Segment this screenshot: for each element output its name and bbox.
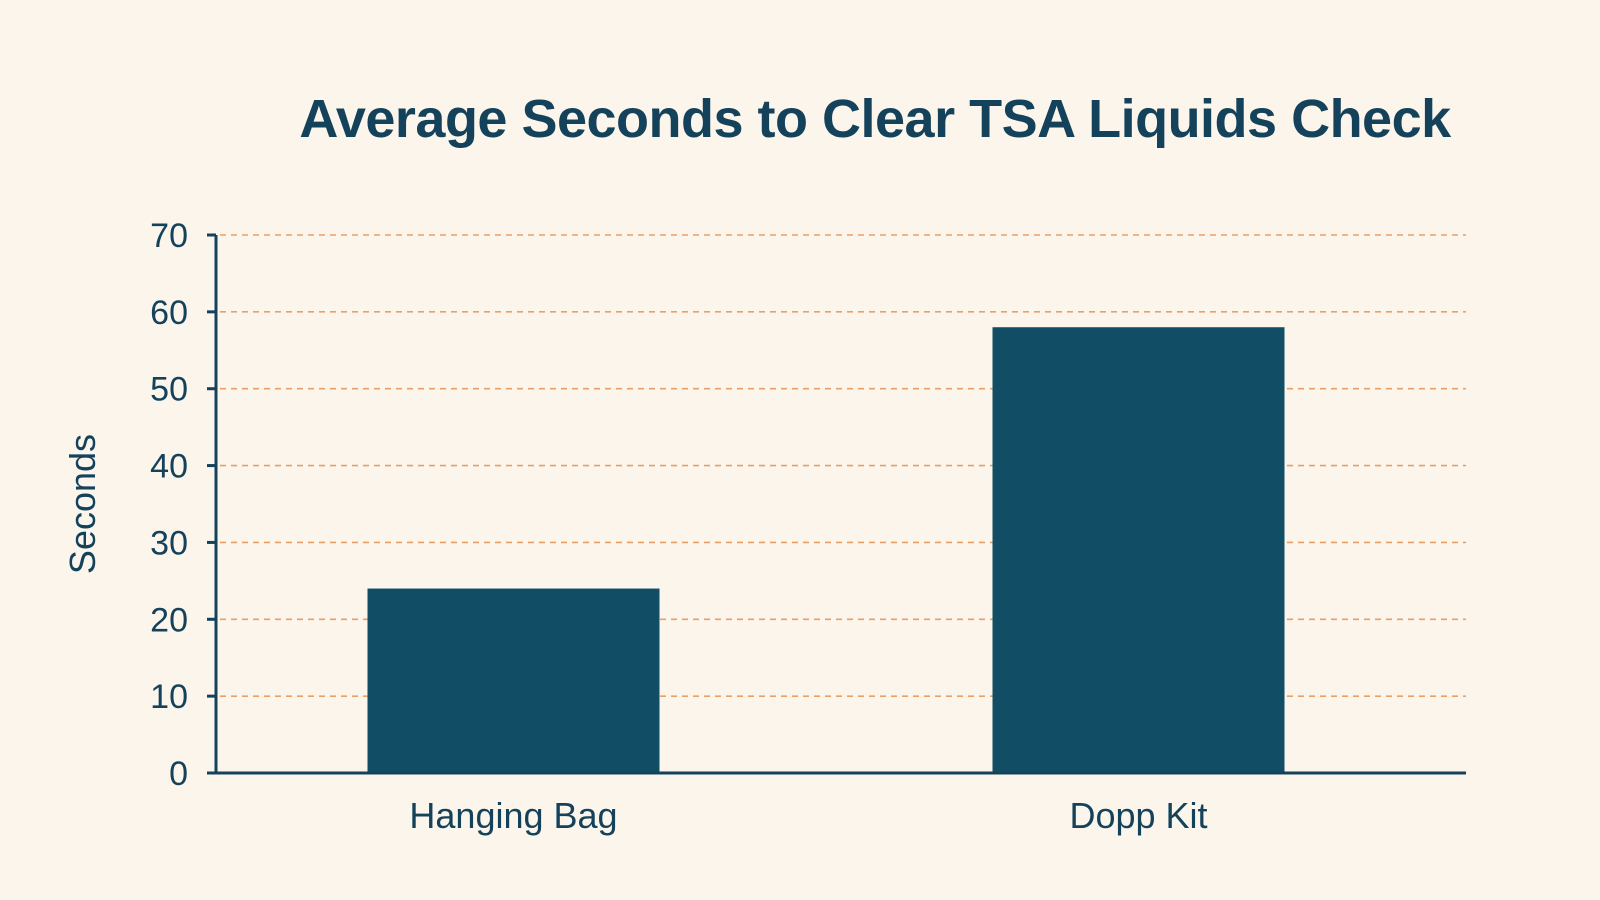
- x-category-label: Hanging Bag: [409, 795, 617, 836]
- y-axis-label: Seconds: [62, 434, 103, 574]
- bar-dopp-kit: [992, 327, 1285, 773]
- x-category-label: Dopp Kit: [1069, 795, 1207, 836]
- y-tick-label: 30: [150, 524, 188, 562]
- y-tick-label: 20: [150, 601, 188, 639]
- y-tick-label: 70: [150, 217, 188, 255]
- y-tick-label: 0: [169, 755, 188, 793]
- y-tick-labels: 0 10 20 30 40 50 60 70: [150, 217, 216, 793]
- axes: [207, 235, 1466, 775]
- chart-title: Average Seconds to Clear TSA Liquids Che…: [299, 89, 1451, 149]
- x-category-labels: Hanging Bag Dopp Kit: [409, 795, 1207, 836]
- bars: [367, 327, 1285, 773]
- bar-hanging-bag: [367, 588, 660, 773]
- y-tick-label: 50: [150, 371, 188, 409]
- y-tick-label: 40: [150, 448, 188, 486]
- y-tick-label: 10: [150, 678, 188, 716]
- y-tick-label: 60: [150, 294, 188, 332]
